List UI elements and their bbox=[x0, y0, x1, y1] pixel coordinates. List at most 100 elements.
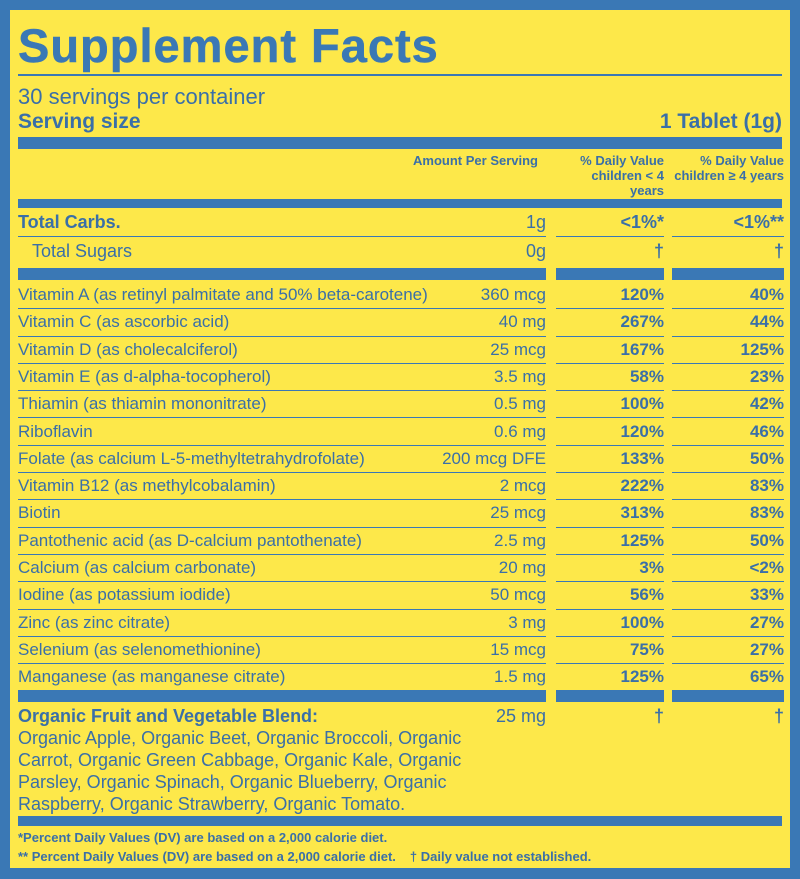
nutrient-name: Thiamin (as thiamin mononitrate) bbox=[18, 394, 267, 414]
col-header-dv-under4: % Daily Value children < 4 years bbox=[580, 153, 664, 198]
dv-under4: 58% bbox=[556, 364, 664, 392]
nutrient-amount: 0g bbox=[525, 241, 546, 261]
nutrient-row: Vitamin D (as cholecalciferol) 25 mcg 167… bbox=[18, 337, 784, 364]
footnote-2-text: ** Percent Daily Values (DV) are based o… bbox=[18, 849, 396, 864]
blend-ingredient-line: Raspberry, Organic Strawberry, Organic T… bbox=[18, 794, 406, 814]
nutrient-row: Iodine (as potassium iodide) 50 mcg 56% 3… bbox=[18, 582, 784, 610]
nutrient-row: Vitamin A (as retinyl palmitate and 50% … bbox=[18, 282, 784, 310]
divider-bar bbox=[18, 690, 546, 702]
dv-under4: 125% bbox=[556, 664, 664, 692]
nutrient-name: Zinc (as zinc citrate) bbox=[18, 612, 171, 632]
blend-ingredient-line: Carrot, Organic Green Cabbage, Organic K… bbox=[18, 750, 462, 770]
nutrient-amount: 1.5 mg bbox=[494, 667, 546, 687]
serving-size: Serving size 1 Tablet (1g) bbox=[18, 110, 782, 134]
dv-under4: 100% bbox=[556, 610, 664, 637]
dv-under4: 125% bbox=[556, 528, 664, 555]
footnote-1: *Percent Daily Values (DV) are based on … bbox=[18, 830, 388, 845]
nutrient-amount: 2 mcg bbox=[499, 476, 546, 496]
serving-size-value: 1 Tablet (1g) bbox=[659, 110, 782, 133]
dv-under4: 267% bbox=[556, 309, 664, 337]
nutrient-amount: 25 mcg bbox=[490, 339, 546, 359]
dv-over4: 46% bbox=[672, 419, 784, 446]
nutrient-amount: 200 mcg DFE bbox=[442, 448, 546, 468]
blend-name: Organic Fruit and Vegetable Blend: bbox=[18, 706, 319, 726]
dv-over4: 50% bbox=[672, 528, 784, 555]
dv-under4: 313% bbox=[556, 500, 664, 528]
nutrient-row: Biotin 25 mcg 313% 83% bbox=[18, 500, 784, 528]
nutrient-amount: 0.5 mg bbox=[494, 394, 546, 414]
nutrient-name: Vitamin C (as ascorbic acid) bbox=[18, 312, 230, 332]
divider-bar bbox=[18, 199, 782, 208]
dv-over4: 65% bbox=[672, 664, 784, 692]
dv-over4: 50% bbox=[672, 446, 784, 474]
dv-under4: 120% bbox=[556, 282, 664, 310]
dv-over4: † bbox=[773, 706, 784, 726]
blend-ingredient-line: Organic Apple, Organic Beet, Organic Bro… bbox=[18, 728, 462, 748]
nutrient-row: Riboflavin 0.6 mg 120% 46% bbox=[18, 419, 784, 446]
nutrient-row-total-carbs: Total Carbs. 1g <1%* <1%** bbox=[18, 210, 784, 237]
divider-bar bbox=[672, 268, 784, 280]
dv-over4: 27% bbox=[672, 610, 784, 637]
nutrient-row: Pantothenic acid (as D-calcium pantothen… bbox=[18, 528, 784, 555]
nutrient-row: Thiamin (as thiamin mononitrate) 0.5 mg 1… bbox=[18, 391, 784, 419]
nutrient-row: Zinc (as zinc citrate) 3 mg 100% 27% bbox=[18, 610, 784, 637]
divider-bar bbox=[556, 690, 664, 702]
nutrient-row: Vitamin C (as ascorbic acid) 40 mg 267% 4… bbox=[18, 309, 784, 337]
blend-ingredient-line: Parsley, Organic Spinach, Organic Bluebe… bbox=[18, 772, 447, 792]
nutrient-amount: 50 mcg bbox=[490, 585, 546, 605]
nutrient-row: Manganese (as manganese citrate) 1.5 mg 1… bbox=[18, 664, 784, 692]
dv-over4: 27% bbox=[672, 637, 784, 665]
divider-bar bbox=[18, 268, 546, 280]
footnote-2: ** Percent Daily Values (DV) are based o… bbox=[18, 849, 591, 864]
dv-over4: <1%** bbox=[672, 210, 784, 237]
dv-over4: 83% bbox=[672, 500, 784, 528]
dv-under4: † bbox=[653, 706, 664, 726]
dv-under4: 75% bbox=[556, 637, 664, 665]
nutrient-name: Selenium (as selenomethionine) bbox=[18, 639, 261, 659]
nutrient-amount: 25 mcg bbox=[490, 503, 546, 523]
nutrient-name: Riboflavin bbox=[18, 421, 93, 441]
nutrient-row: Calcium (as calcium carbonate) 20 mg 3% <… bbox=[18, 555, 784, 583]
dv-under4: 3% bbox=[556, 555, 664, 583]
nutrient-name: Calcium (as calcium carbonate) bbox=[18, 558, 257, 577]
nutrient-name: Vitamin A (as retinyl palmitate and 50% … bbox=[18, 285, 428, 304]
nutrient-name: Pantothenic acid (as D-calcium pantothen… bbox=[18, 530, 362, 550]
nutrient-row: Vitamin B12 (as methylcobalamin) 2 mcg 22… bbox=[18, 473, 784, 501]
col-header-dv-over4: % Daily Value children ≥ 4 years bbox=[674, 153, 784, 183]
col-header-amount: Amount Per Serving bbox=[413, 153, 538, 168]
dv-over4: † bbox=[773, 241, 784, 261]
nutrient-name: Biotin bbox=[18, 503, 61, 523]
nutrient-amount: 3 mg bbox=[508, 612, 546, 632]
dv-over4: 125% bbox=[672, 337, 784, 364]
nutrient-name: Total Carbs. bbox=[18, 212, 121, 232]
nutrient-amount: 20 mg bbox=[498, 558, 546, 577]
supplement-facts-panel: Supplement Facts 30 servings per contain… bbox=[10, 10, 790, 868]
nutrient-name: Vitamin E (as d-alpha-tocopherol) bbox=[18, 366, 271, 386]
dv-under4: 56% bbox=[556, 582, 664, 610]
nutrient-name: Vitamin D (as cholecalciferol) bbox=[18, 339, 238, 359]
nutrient-row: Folate (as calcium L-5-methyltetrahydrof… bbox=[18, 446, 784, 474]
dv-under4: 167% bbox=[556, 337, 664, 364]
dv-over4: 83% bbox=[672, 473, 784, 501]
serving-size-label: Serving size bbox=[18, 110, 141, 133]
dv-under4: 100% bbox=[556, 391, 664, 419]
divider-bar bbox=[556, 268, 664, 280]
nutrient-name: Manganese (as manganese citrate) bbox=[18, 667, 286, 687]
dv-under4: 120% bbox=[556, 419, 664, 446]
divider-bar bbox=[18, 816, 782, 826]
divider-bar bbox=[18, 137, 782, 149]
nutrient-amount: 40 mg bbox=[498, 312, 546, 332]
nutrient-amount: 1g bbox=[525, 212, 546, 232]
nutrient-name: Vitamin B12 (as methylcobalamin) bbox=[18, 476, 276, 496]
nutrient-row: Vitamin E (as d-alpha-tocopherol) 3.5 mg … bbox=[18, 364, 784, 392]
nutrient-amount: 2.5 mg bbox=[494, 530, 546, 550]
dv-over4: 23% bbox=[672, 364, 784, 392]
nutrient-amount: 360 mcg bbox=[480, 285, 546, 304]
dv-over4: 44% bbox=[672, 309, 784, 337]
dv-under4: 133% bbox=[556, 446, 664, 474]
nutrient-row: Selenium (as selenomethionine) 15 mcg 75%… bbox=[18, 637, 784, 665]
footnote-3: † Daily value not established. bbox=[409, 849, 592, 864]
nutrient-name: Folate (as calcium L-5-methyltetrahydrof… bbox=[18, 448, 365, 468]
dv-under4: † bbox=[653, 241, 664, 261]
nutrient-name: Total Sugars bbox=[32, 241, 133, 261]
